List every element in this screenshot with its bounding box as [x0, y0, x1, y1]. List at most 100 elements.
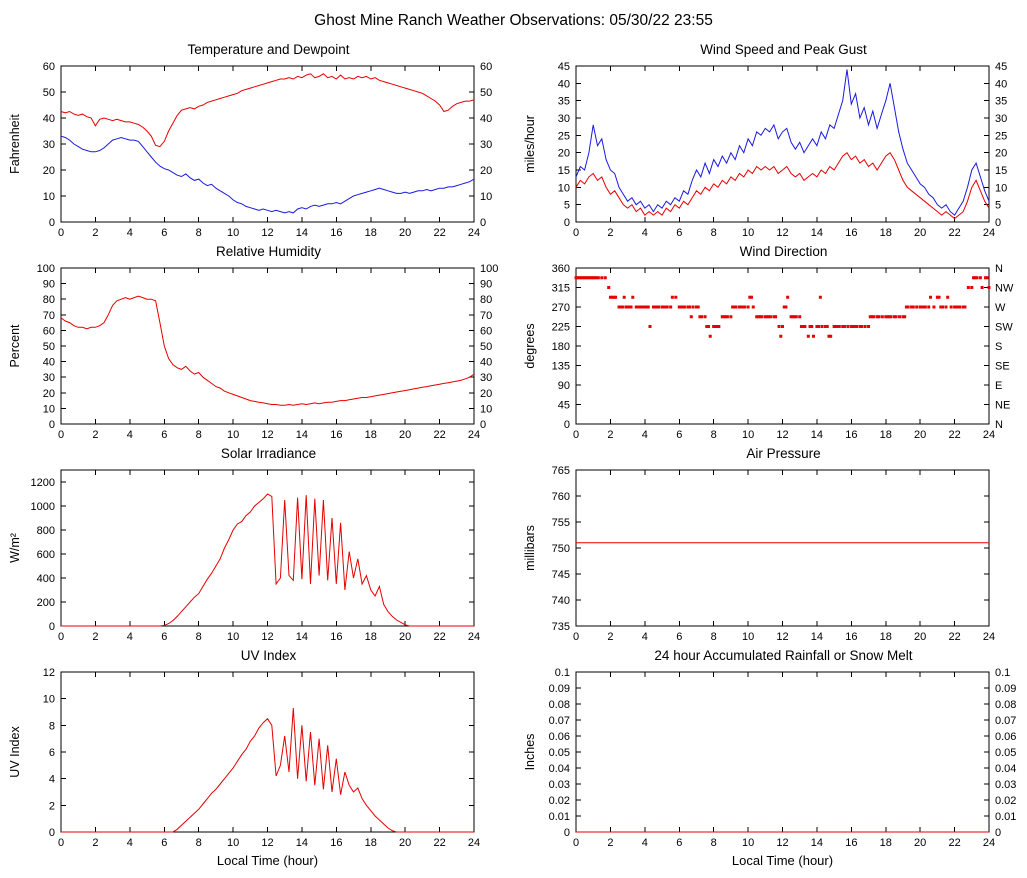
svg-text:6: 6	[161, 631, 167, 643]
svg-text:16: 16	[330, 227, 342, 239]
chart-panel-air-pressure: Air Pressure 0 2 4 6 8 10 12 14 16 18 20 22 24 735 740…	[520, 444, 1025, 646]
svg-text:2: 2	[607, 837, 613, 849]
svg-text:30: 30	[995, 113, 1007, 125]
svg-text:10: 10	[227, 837, 239, 849]
svg-text:W: W	[995, 302, 1006, 314]
svg-text:16: 16	[845, 837, 857, 849]
svg-text:12: 12	[261, 429, 273, 441]
svg-text:0.09: 0.09	[549, 683, 570, 695]
svg-text:UV Index: UV Index	[8, 726, 22, 778]
svg-text:4: 4	[642, 429, 648, 441]
svg-text:Local Time (hour): Local Time (hour)	[732, 853, 833, 868]
svg-text:16: 16	[330, 837, 342, 849]
svg-text:225: 225	[552, 322, 570, 334]
svg-text:10: 10	[227, 227, 239, 239]
svg-text:20: 20	[399, 837, 411, 849]
svg-text:12: 12	[261, 631, 273, 643]
svg-text:miles/hour: miles/hour	[523, 115, 537, 173]
svg-text:0.08: 0.08	[995, 699, 1016, 711]
chart-title: UV Index	[240, 648, 297, 663]
svg-text:20: 20	[43, 388, 55, 400]
svg-text:8: 8	[711, 227, 717, 239]
svg-text:12: 12	[261, 837, 273, 849]
svg-text:24: 24	[983, 429, 995, 441]
svg-text:0: 0	[480, 419, 486, 431]
svg-text:0: 0	[573, 429, 579, 441]
svg-text:2: 2	[92, 837, 98, 849]
svg-text:6: 6	[676, 227, 682, 239]
chart-panel-solar-irradiance: Solar Irradiance 0 2 4 6 8 10 12 14 16 18 20 22 24 0 2…	[5, 444, 510, 646]
svg-text:millibars: millibars	[523, 525, 537, 571]
svg-text:0: 0	[49, 419, 55, 431]
svg-text:70: 70	[480, 310, 492, 322]
svg-text:10: 10	[480, 403, 492, 415]
svg-text:22: 22	[433, 631, 445, 643]
svg-text:25: 25	[558, 130, 570, 142]
svg-text:SE: SE	[995, 361, 1010, 373]
svg-text:30: 30	[558, 113, 570, 125]
svg-text:20: 20	[43, 165, 55, 177]
svg-text:16: 16	[330, 631, 342, 643]
svg-text:2: 2	[92, 631, 98, 643]
svg-text:35: 35	[995, 96, 1007, 108]
svg-text:8: 8	[711, 837, 717, 849]
svg-text:10: 10	[43, 694, 55, 706]
svg-text:0: 0	[995, 827, 1001, 839]
svg-text:22: 22	[433, 837, 445, 849]
svg-text:E: E	[995, 380, 1002, 392]
svg-text:4: 4	[642, 631, 648, 643]
chart-panel-rainfall: 24 hour Accumulated Rainfall or Snow Mel…	[520, 646, 1025, 872]
svg-text:10: 10	[227, 631, 239, 643]
chart-panel-temperature-dewpoint: Temperature and Dewpoint 0 2 4 6 8 10 12 14 16 18…	[5, 40, 510, 242]
svg-text:20: 20	[399, 227, 411, 239]
svg-text:16: 16	[330, 429, 342, 441]
chart-panel-uv-index: UV Index 0 2 4 6 8 10 12 14 16 18 20 22 24 0 2 4 6 8 10 12 U…	[5, 646, 510, 872]
svg-text:0.02: 0.02	[995, 795, 1016, 807]
svg-text:22: 22	[948, 631, 960, 643]
svg-text:60: 60	[480, 61, 492, 73]
svg-text:20: 20	[558, 148, 570, 160]
svg-text:Local Time (hour): Local Time (hour)	[217, 853, 318, 868]
svg-text:18: 18	[880, 429, 892, 441]
svg-text:14: 14	[296, 631, 308, 643]
svg-text:14: 14	[296, 837, 308, 849]
svg-text:20: 20	[914, 429, 926, 441]
svg-text:24: 24	[983, 227, 995, 239]
svg-text:24: 24	[468, 227, 480, 239]
svg-text:8: 8	[711, 429, 717, 441]
svg-text:30: 30	[480, 372, 492, 384]
svg-text:400: 400	[37, 573, 55, 585]
svg-text:4: 4	[127, 631, 133, 643]
svg-text:15: 15	[558, 165, 570, 177]
svg-text:600: 600	[37, 549, 55, 561]
svg-text:W/m²: W/m²	[8, 533, 22, 563]
svg-text:4: 4	[642, 837, 648, 849]
svg-text:6: 6	[676, 429, 682, 441]
svg-text:40: 40	[480, 113, 492, 125]
svg-text:0: 0	[480, 217, 486, 229]
svg-text:0.05: 0.05	[549, 747, 570, 759]
svg-text:45: 45	[995, 61, 1007, 73]
svg-text:0: 0	[564, 827, 570, 839]
svg-text:10: 10	[43, 191, 55, 203]
svg-text:SW: SW	[995, 322, 1013, 334]
svg-text:50: 50	[480, 87, 492, 99]
svg-text:N: N	[995, 419, 1003, 431]
svg-text:270: 270	[552, 302, 570, 314]
svg-text:30: 30	[43, 139, 55, 151]
svg-text:16: 16	[845, 429, 857, 441]
svg-text:0.1: 0.1	[995, 667, 1010, 679]
svg-text:60: 60	[43, 325, 55, 337]
svg-text:0: 0	[564, 217, 570, 229]
svg-text:10: 10	[742, 631, 754, 643]
chart-title: Wind Direction	[739, 244, 828, 259]
svg-text:80: 80	[480, 294, 492, 306]
svg-text:24: 24	[468, 837, 480, 849]
svg-text:0: 0	[573, 837, 579, 849]
svg-text:Fahrenheit: Fahrenheit	[8, 114, 22, 174]
svg-text:0.04: 0.04	[995, 763, 1016, 775]
svg-text:0.07: 0.07	[995, 715, 1016, 727]
